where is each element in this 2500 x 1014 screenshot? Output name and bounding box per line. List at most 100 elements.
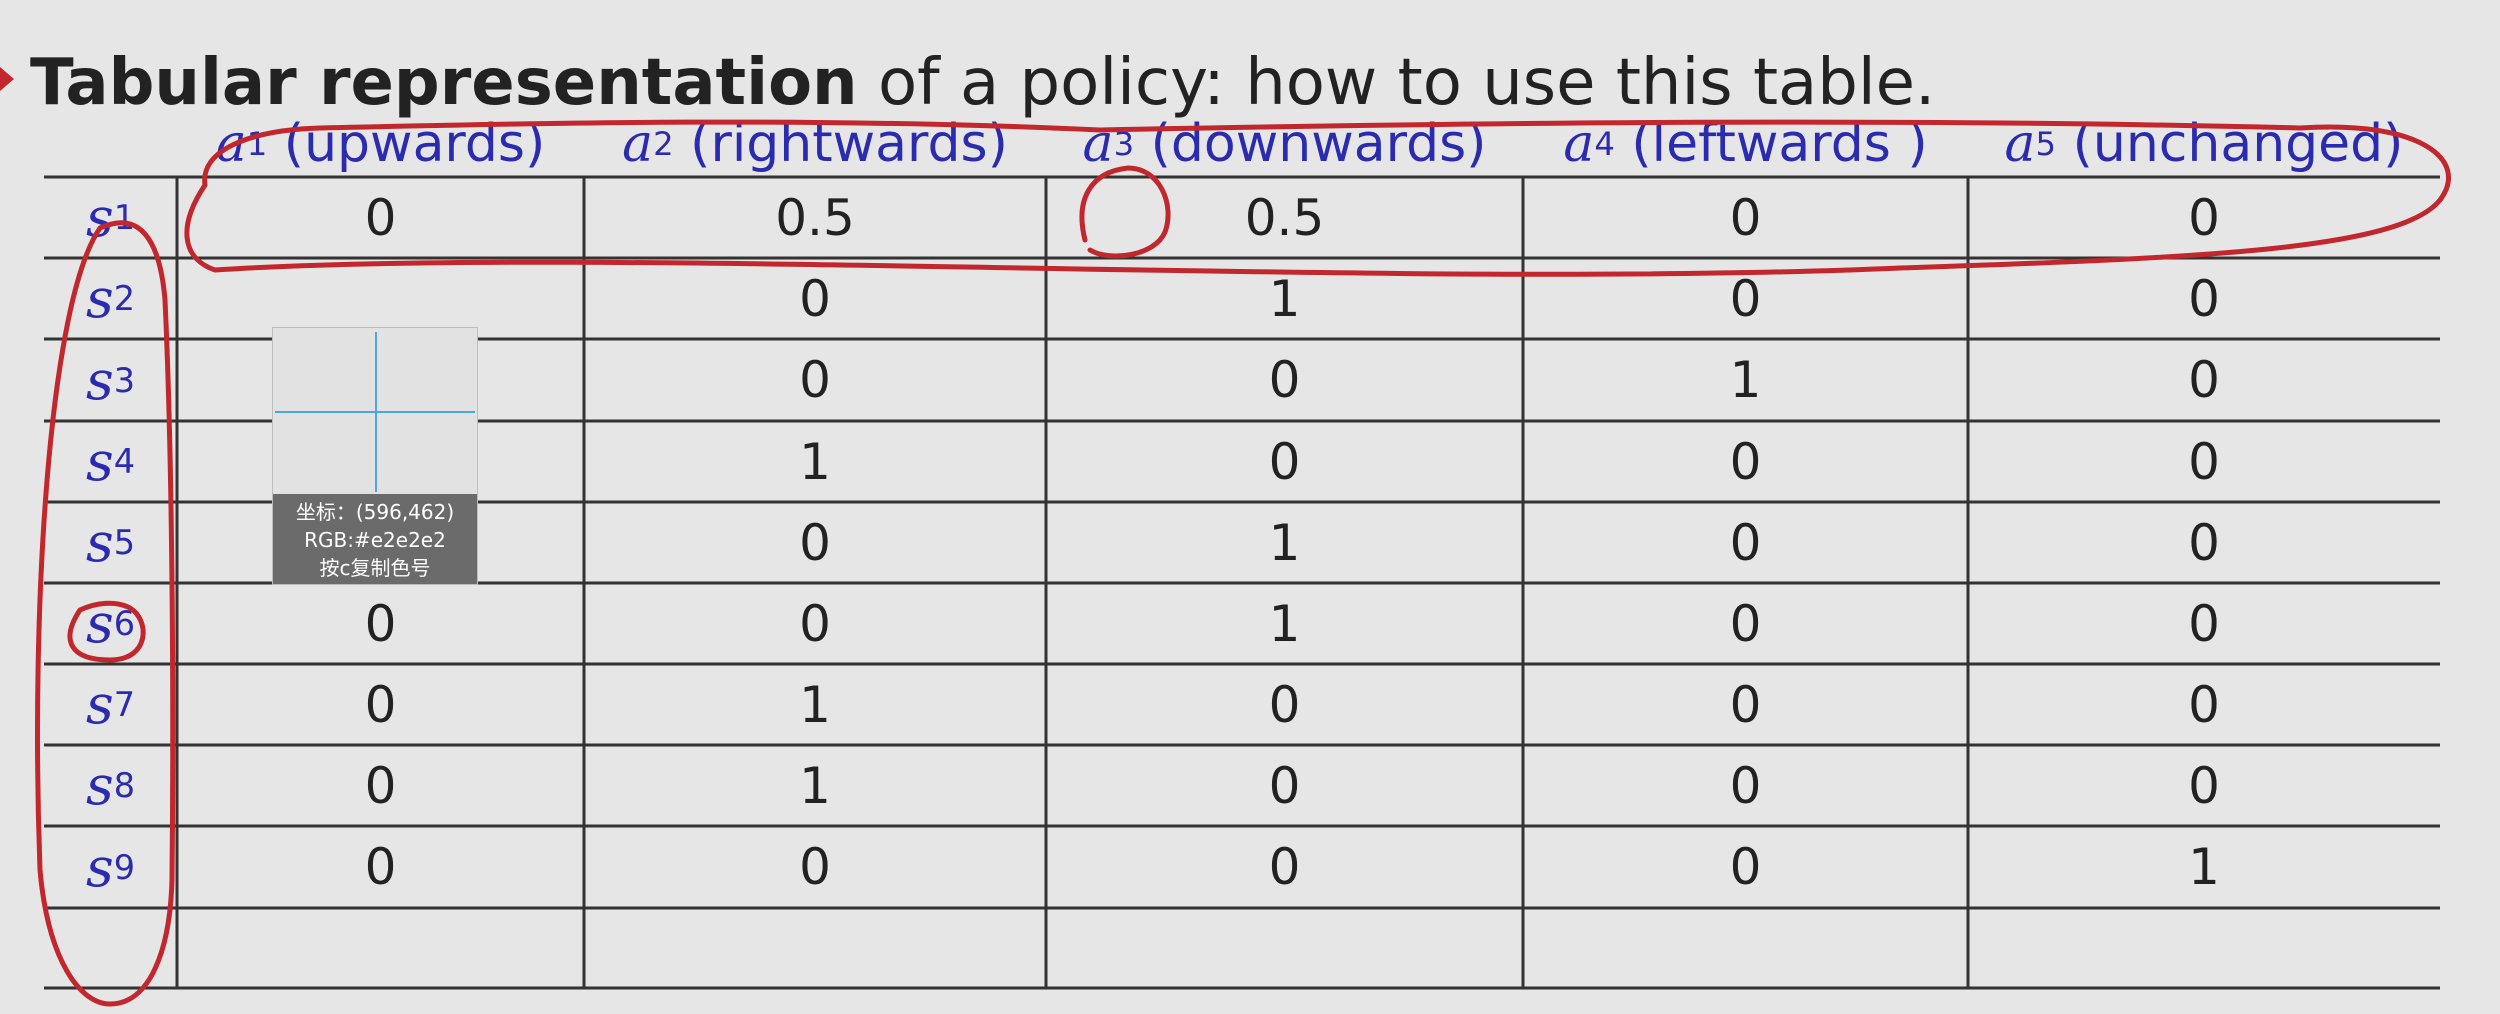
table-cell: 1 (799, 675, 831, 734)
math-subscript: 1 (113, 198, 135, 237)
math-subscript: 4 (1594, 124, 1615, 163)
math-symbol: s (85, 186, 114, 249)
table-cell: 0 (1729, 675, 1762, 734)
math-subscript: 5 (2035, 124, 2057, 163)
math-symbol: a (215, 113, 247, 174)
table-cell: 1 (1268, 594, 1301, 653)
title-bold: Tabular representation (30, 46, 858, 120)
table-cell: 0 (2188, 594, 2220, 653)
table-cell: 1 (1729, 351, 1762, 409)
table-cell: 1 (1268, 513, 1301, 572)
bullet-arrow-icon (0, 67, 14, 91)
math-symbol: a (1082, 113, 1114, 174)
math-subscript: 2 (113, 279, 135, 318)
action-label: (upwards) (283, 113, 546, 174)
math-symbol: s (85, 592, 114, 655)
math-symbol: s (85, 348, 114, 412)
table-cell: 1 (1268, 269, 1301, 328)
math-symbol: s (85, 267, 114, 330)
math-symbol: s (85, 754, 114, 817)
math-symbol: s (85, 673, 114, 736)
math-subscript: 1 (246, 124, 268, 163)
table-cell: 1 (2188, 838, 2220, 896)
math-subscript: 5 (113, 523, 135, 562)
table-cell: 0 (2188, 188, 2220, 247)
table-cell: 0.5 (775, 188, 855, 247)
table-cell: 0 (2188, 269, 2220, 328)
table-cell: 0 (364, 756, 397, 815)
color-picker-tooltip: 坐标：(596,462) RGB:#e2e2e2 按c复制色号 (272, 327, 478, 585)
table-cell: 0 (364, 594, 397, 653)
table-cell: 0 (364, 838, 397, 896)
action-label: (downwards) (1150, 113, 1487, 174)
math-subscript: 8 (113, 766, 135, 805)
action-label: (rightwards) (690, 113, 1008, 174)
picker-hint: 按c复制色号 (319, 556, 431, 580)
math-subscript: 3 (1113, 124, 1135, 163)
table-cell: 0 (2188, 756, 2220, 815)
slide-title: Tabular representation of a policy: how … (30, 38, 1935, 128)
table-cell: 0 (799, 513, 831, 572)
math-symbol: a (1563, 113, 1595, 174)
math-subscript: 6 (113, 604, 135, 643)
table-cell: 0 (2188, 351, 2220, 409)
table-cell: 0 (1729, 188, 1762, 247)
table-cell: 1 (799, 756, 831, 815)
math-symbol: s (85, 511, 114, 574)
math-symbol: s (85, 430, 114, 493)
math-symbol: a (622, 113, 654, 174)
math-subscript: 9 (113, 847, 135, 887)
table-cell: 0 (799, 269, 831, 328)
table-cell: 0 (1729, 269, 1762, 328)
table-cell: 0 (1729, 432, 1762, 491)
table-cell: 0 (2188, 675, 2220, 734)
table-cell: 0 (2188, 432, 2220, 491)
picker-rgb: RGB:#e2e2e2 (304, 528, 446, 552)
table-cell: 0 (1268, 432, 1301, 491)
math-subscript: 3 (113, 360, 135, 400)
title-rest: of a policy: how to use this table. (857, 46, 1936, 120)
picker-coords: 坐标：(596,462) (295, 500, 455, 524)
action-label: (leftwards ) (1631, 113, 1928, 174)
math-symbol: s (85, 835, 114, 899)
table-cell: 0 (799, 594, 831, 653)
table-cell: 0.5 (1244, 188, 1325, 247)
table-cell: 0 (1268, 351, 1301, 409)
table-cell: 0 (364, 188, 397, 247)
action-label: (unchanged) (2072, 113, 2404, 174)
table-cell: 0 (1729, 838, 1762, 896)
table-cell: 0 (1729, 513, 1762, 572)
picker-info: 坐标：(596,462) RGB:#e2e2e2 按c复制色号 (273, 494, 477, 584)
magnifier-preview (273, 328, 477, 494)
table-cell: 0 (799, 351, 831, 409)
table-cell: 0 (1268, 756, 1301, 815)
table-cell: 0 (2188, 513, 2220, 572)
math-symbol: a (2004, 113, 2036, 174)
crosshair-horizontal (275, 411, 475, 413)
table-cell: 0 (1268, 675, 1301, 734)
table-cell: 1 (799, 432, 831, 491)
math-subscript: 2 (653, 124, 674, 163)
math-subscript: 4 (113, 442, 135, 481)
table-cell: 0 (364, 675, 397, 734)
table-cell: 0 (1729, 594, 1762, 653)
table-cell: 0 (1729, 756, 1762, 815)
table-cell: 0 (1268, 838, 1301, 896)
math-subscript: 7 (113, 685, 135, 724)
table-cell: 0 (799, 838, 831, 896)
